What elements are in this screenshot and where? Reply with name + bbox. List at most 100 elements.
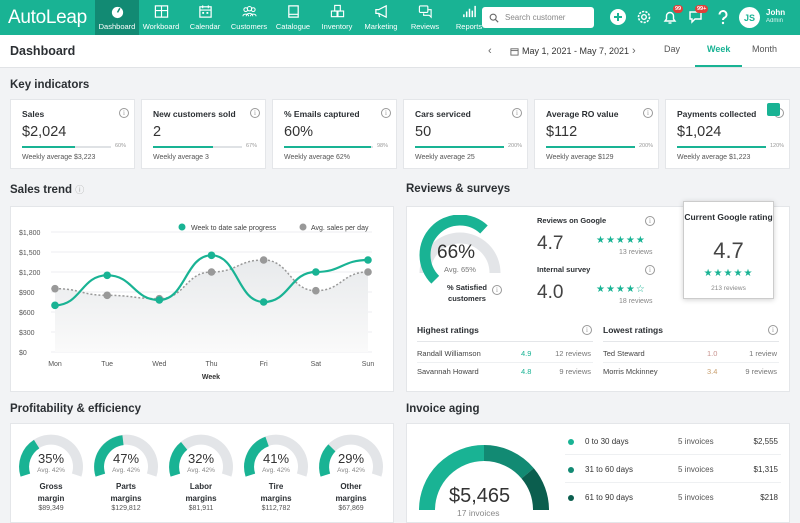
next-week-arrow-icon[interactable]: ›: [632, 45, 636, 57]
donut-segment[interactable]: [483, 445, 534, 479]
rating-name[interactable]: Ted Steward: [603, 349, 645, 358]
rating-name[interactable]: Savannah Howard: [417, 367, 479, 376]
satisfaction-label: % Satisfied customers: [446, 283, 487, 303]
kpi-progress-bar: [284, 146, 373, 148]
add-icon[interactable]: [609, 8, 627, 26]
side-tab-button[interactable]: [767, 103, 780, 116]
nav-inventory[interactable]: Inventory: [315, 0, 359, 35]
info-icon[interactable]: i: [250, 108, 260, 118]
kpi-percent: 120%: [770, 143, 785, 149]
kpi-percent: 200%: [639, 143, 654, 149]
kpi-progress-fill: [22, 146, 76, 148]
info-icon[interactable]: i: [645, 216, 655, 226]
tab-month[interactable]: Month: [752, 44, 778, 54]
survey-review-count: 18 reviews: [619, 298, 653, 305]
avg-sales-point[interactable]: [103, 291, 111, 300]
rating-name[interactable]: Randall Williamson: [417, 349, 481, 358]
kpi-card[interactable]: % Emails captured 60% 98% Weekly average 62…: [272, 99, 397, 169]
avg-sales-point[interactable]: [259, 256, 268, 264]
gauge-fill: [319, 444, 336, 477]
invoice-total: $5,465: [449, 485, 511, 507]
kpi-card[interactable]: Cars serviced 50 200% Weekly average 25 i: [403, 99, 528, 169]
aging-invoices[interactable]: 5 invoices: [678, 465, 714, 474]
invoice-aging-card: $5,465 17 invoices 0 to 30 days 5 invoice…: [406, 423, 790, 523]
tab-week[interactable]: Week: [707, 44, 731, 54]
aging-invoices[interactable]: 5 invoices: [678, 493, 714, 502]
nav-dashboard[interactable]: Dashboard: [95, 0, 139, 35]
aging-invoices[interactable]: 5 invoices: [678, 437, 714, 446]
tab-day[interactable]: Day: [664, 44, 681, 54]
nav-label: Dashboard: [98, 22, 136, 31]
aging-range[interactable]: 0 to 30 days: [585, 437, 629, 446]
aging-range[interactable]: 61 to 90 days: [585, 493, 634, 502]
calendar-icon: [198, 5, 212, 18]
kpi-card[interactable]: New customers sold 2 67% Weekly average 3 i: [141, 99, 266, 169]
week-progress-point[interactable]: [155, 296, 164, 304]
prev-week-arrow-icon[interactable]: ‹: [488, 45, 492, 57]
info-icon[interactable]: i: [492, 285, 502, 295]
catalogue-icon: [287, 5, 299, 18]
info-icon[interactable]: i: [119, 108, 129, 118]
kpi-card[interactable]: Average RO value $112 200% Weekly average $…: [534, 99, 659, 169]
week-progress-point[interactable]: [103, 271, 111, 280]
nav-marketing[interactable]: Marketing: [359, 0, 403, 35]
nav-customers[interactable]: Customers: [227, 0, 271, 35]
autoleap-logo[interactable]: AutoLeap: [8, 6, 87, 28]
gear-icon[interactable]: [635, 8, 653, 26]
current-google-rating: 4.7: [713, 238, 744, 263]
nav-reviews[interactable]: Reviews: [403, 0, 447, 35]
help-icon[interactable]: [714, 8, 732, 26]
info-icon[interactable]: ⓘ: [75, 185, 85, 195]
date-range-picker[interactable]: May 1, 2021 - May 7, 2021: [510, 46, 629, 56]
kpi-weekly-average: Weekly average $129: [546, 154, 614, 161]
avg-sales-point[interactable]: [51, 284, 59, 293]
nav-calendar[interactable]: Calendar: [183, 0, 227, 35]
y-tick-label: $900: [19, 290, 35, 297]
x-tick-label: Fri: [260, 361, 269, 368]
x-tick-label: Tue: [101, 361, 113, 368]
x-tick-label: Sun: [362, 361, 375, 368]
google-reviews-label: Reviews on Google: [537, 216, 607, 225]
rating-name[interactable]: Morris Mckinney: [603, 367, 658, 376]
calendar-icon: [510, 47, 519, 56]
margin-label: Gross margin: [37, 482, 65, 503]
avg-sales-point[interactable]: [207, 268, 216, 276]
nav-items: Dashboard Workboard Calendar Customers C…: [95, 0, 491, 35]
legend-label: Week to date sale progress: [191, 225, 277, 232]
week-progress-point[interactable]: [364, 256, 372, 264]
margin-amount: $81,911: [188, 505, 214, 512]
chat-icon[interactable]: [688, 8, 706, 26]
week-progress-point[interactable]: [51, 301, 59, 310]
search-input[interactable]: Search customer: [482, 7, 594, 28]
aging-range[interactable]: 31 to 60 days: [585, 465, 634, 474]
bell-icon[interactable]: [661, 8, 679, 26]
donut-segment[interactable]: [521, 468, 549, 511]
date-range-text: May 1, 2021 - May 7, 2021: [522, 46, 630, 56]
aging-amount: $2,555: [753, 437, 778, 446]
donut-segment[interactable]: [419, 445, 485, 511]
kpi-percent: 67%: [246, 143, 258, 149]
avg-sales-point[interactable]: [364, 268, 372, 276]
info-icon[interactable]: i: [643, 108, 653, 118]
kpi-card[interactable]: Sales $2,024 60% Weekly average $3,223 i: [10, 99, 135, 169]
info-icon[interactable]: i: [768, 325, 778, 335]
kpi-progress-bar: [415, 146, 504, 148]
profitability-card: 35% Avg. 42% Gross margin $89,349 47% Avg. 42…: [10, 423, 394, 523]
nav-label: Marketing: [364, 22, 398, 31]
current-google-stars: ★★★★★: [703, 268, 754, 279]
week-progress-point[interactable]: [207, 251, 216, 260]
kpi-weekly-average: Weekly average 3: [153, 154, 209, 161]
info-icon[interactable]: i: [512, 108, 522, 118]
user-name[interactable]: John: [766, 8, 786, 17]
avg-sales-point[interactable]: [312, 286, 320, 295]
info-icon[interactable]: i: [582, 325, 592, 335]
week-progress-point[interactable]: [259, 298, 268, 306]
nav-reports[interactable]: Reports: [447, 0, 491, 35]
nav-workboard[interactable]: Workboard: [139, 0, 183, 35]
avatar[interactable]: JS: [739, 7, 760, 28]
nav-catalogue[interactable]: Catalogue: [271, 0, 315, 35]
info-icon[interactable]: i: [645, 265, 655, 275]
info-icon[interactable]: i: [381, 108, 391, 118]
week-progress-point[interactable]: [312, 268, 320, 276]
margin-amount: $112,782: [261, 505, 291, 512]
